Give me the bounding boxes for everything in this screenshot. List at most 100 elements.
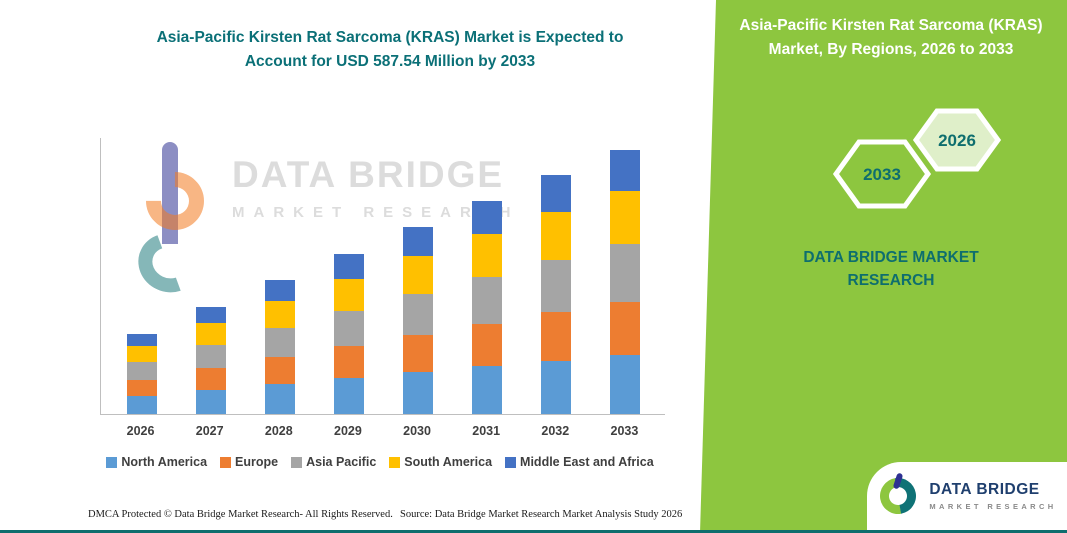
bar-segment-south-america (195, 323, 226, 345)
stacked-bar-2028 (264, 280, 295, 414)
bar-segment-south-america (264, 300, 295, 328)
hexagon-2033-label: 2033 (863, 165, 901, 184)
x-axis-label: 2031 (472, 424, 501, 438)
x-axis-label: 2033 (610, 424, 639, 438)
legend-item-europe: Europe (220, 455, 278, 469)
legend-item-south-america: South America (389, 455, 492, 469)
x-axis-label: 2027 (195, 424, 224, 438)
stacked-bar-2031 (471, 201, 502, 414)
legend-label: Asia Pacific (306, 455, 377, 469)
stacked-bar-2026 (126, 333, 157, 414)
x-axis-label: 2026 (126, 424, 155, 438)
bar-column-2030 (383, 227, 452, 414)
chart-title: Asia-Pacific Kirsten Rat Sarcoma (KRAS) … (70, 26, 710, 74)
legend-item-north-america: North America (106, 455, 207, 469)
chart-title-line2: Account for USD 587.54 Million by 2033 (244, 53, 536, 71)
panel-brand-caption: DATA BRIDGE MARKET RESEARCH (732, 246, 1050, 293)
bar-segment-europe (126, 379, 157, 396)
bar-segment-south-america (333, 279, 364, 312)
footer-source: Source: Data Bridge Market Research Mark… (400, 509, 683, 520)
legend-swatch (106, 456, 118, 468)
bars-row (101, 138, 665, 414)
bar-segment-middle-east-and-africa (609, 150, 640, 192)
hexagon-2033-shape (832, 139, 932, 209)
x-axis: 2026 2027 2028 2029 2030 2031 2032 2033 (100, 424, 665, 438)
plot-area (100, 138, 665, 415)
bar-segment-north-america (195, 389, 226, 414)
bar-segment-middle-east-and-africa (402, 227, 433, 257)
bar-segment-north-america (609, 355, 640, 414)
bar-segment-middle-east-and-africa (195, 306, 226, 324)
bar-segment-south-america (402, 256, 433, 294)
legend-swatch (220, 456, 232, 468)
bar-segment-north-america (264, 383, 295, 414)
bar-column-2027 (176, 306, 245, 414)
logo-stem-shape (162, 142, 178, 244)
bar-segment-europe (609, 302, 640, 356)
bar-segment-europe (540, 312, 571, 361)
legend-swatch (389, 456, 401, 468)
footer-copyright: DMCA Protected © Data Bridge Market Rese… (88, 509, 393, 520)
stacked-bar-2033 (609, 150, 640, 414)
bar-column-2026 (107, 333, 176, 414)
legend-label: North America (121, 455, 208, 469)
legend-label: Middle East and Africa (520, 455, 654, 469)
stacked-bar-2032 (540, 174, 571, 414)
brand-logo-text: DATA BRIDGE MARKET RESEARCH (929, 481, 1056, 511)
bar-segment-asia-pacific (126, 362, 157, 380)
bar-segment-north-america (402, 372, 433, 414)
bar-segment-middle-east-and-africa (333, 254, 364, 280)
bar-segment-middle-east-and-africa (540, 174, 571, 213)
bar-column-2031 (452, 201, 521, 414)
bar-column-2033 (590, 150, 659, 414)
watermark-text: DATA BRIDGE MARKET RESEARCH (232, 154, 652, 221)
x-axis-label: 2032 (541, 424, 570, 438)
legend-label: South America (404, 455, 493, 469)
bar-segment-asia-pacific (471, 277, 502, 324)
chart-title-line1: Asia-Pacific Kirsten Rat Sarcoma (KRAS) … (156, 29, 624, 46)
bar-column-2029 (314, 254, 383, 414)
bar-segment-europe (471, 323, 502, 367)
x-axis-label: 2029 (334, 424, 362, 438)
bar-column-2032 (521, 174, 590, 414)
bar-segment-europe (264, 356, 295, 384)
watermark-brand: DATA BRIDGE (232, 154, 505, 195)
bar-segment-south-america (471, 234, 502, 278)
watermark-sub: MARKET RESEARCH (232, 204, 520, 221)
legend: North America Europe Asia Pacific South Ame… (80, 455, 680, 469)
legend-label: Europe (235, 455, 279, 469)
bar-column-2028 (245, 280, 314, 414)
bar-segment-asia-pacific (333, 311, 364, 347)
bar-segment-asia-pacific (540, 259, 571, 313)
legend-swatch (291, 456, 303, 468)
hexagon-2026-label: 2026 (938, 131, 976, 150)
brand-name: DATA BRIDGE (929, 481, 1040, 498)
panel-brand-caption-line2: RESEARCH (847, 272, 935, 290)
x-axis-label: 2028 (264, 424, 293, 438)
right-panel: Asia-Pacific Kirsten Rat Sarcoma (KRAS) … (700, 0, 1067, 533)
legend-item-middle-east-and-africa: Middle East and Africa (505, 455, 654, 469)
bar-segment-south-america (126, 346, 157, 363)
bar-segment-europe (402, 334, 433, 373)
bar-segment-south-america (540, 212, 571, 260)
panel-title: Asia-Pacific Kirsten Rat Sarcoma (KRAS) … (739, 17, 1043, 59)
stacked-bar-2029 (333, 254, 364, 414)
bar-segment-europe (333, 346, 364, 379)
bar-segment-asia-pacific (609, 244, 640, 303)
bar-segment-asia-pacific (264, 327, 295, 357)
hexagon-2026-shape (912, 108, 1002, 172)
brand-logo-icon (873, 470, 924, 522)
bar-segment-north-america (126, 396, 157, 414)
bar-segment-south-america (609, 191, 640, 245)
bar-segment-asia-pacific (402, 293, 433, 335)
bar-segment-north-america (471, 366, 502, 414)
year-hexagons: 2033 2026 (832, 108, 1002, 209)
legend-item-asia-pacific: Asia Pacific (291, 455, 376, 469)
stacked-bar-2030 (402, 227, 433, 414)
bar-segment-north-america (333, 378, 364, 414)
bottom-accent-line (0, 530, 1067, 533)
legend-swatch (505, 456, 517, 468)
watermark-logo-icon (128, 142, 220, 303)
bar-segment-europe (195, 368, 226, 390)
